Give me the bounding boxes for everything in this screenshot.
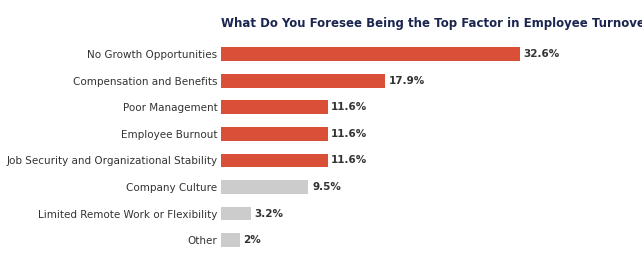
Bar bbox=[221, 207, 251, 220]
Bar bbox=[221, 74, 385, 88]
Bar bbox=[221, 100, 327, 114]
Bar bbox=[221, 127, 327, 141]
Text: 11.6%: 11.6% bbox=[331, 155, 367, 166]
Text: 2%: 2% bbox=[243, 235, 261, 245]
Text: 11.6%: 11.6% bbox=[331, 102, 367, 112]
Text: 17.9%: 17.9% bbox=[389, 76, 425, 86]
Text: 11.6%: 11.6% bbox=[331, 129, 367, 139]
Bar bbox=[221, 233, 239, 247]
Bar bbox=[221, 180, 308, 194]
Bar bbox=[221, 154, 327, 167]
Bar bbox=[221, 47, 520, 61]
Text: 32.6%: 32.6% bbox=[523, 49, 560, 59]
Text: 9.5%: 9.5% bbox=[312, 182, 341, 192]
Text: 3.2%: 3.2% bbox=[254, 209, 283, 219]
Text: What Do You Foresee Being the Top Factor in Employee Turnover Next Year at Your : What Do You Foresee Being the Top Factor… bbox=[221, 17, 642, 30]
